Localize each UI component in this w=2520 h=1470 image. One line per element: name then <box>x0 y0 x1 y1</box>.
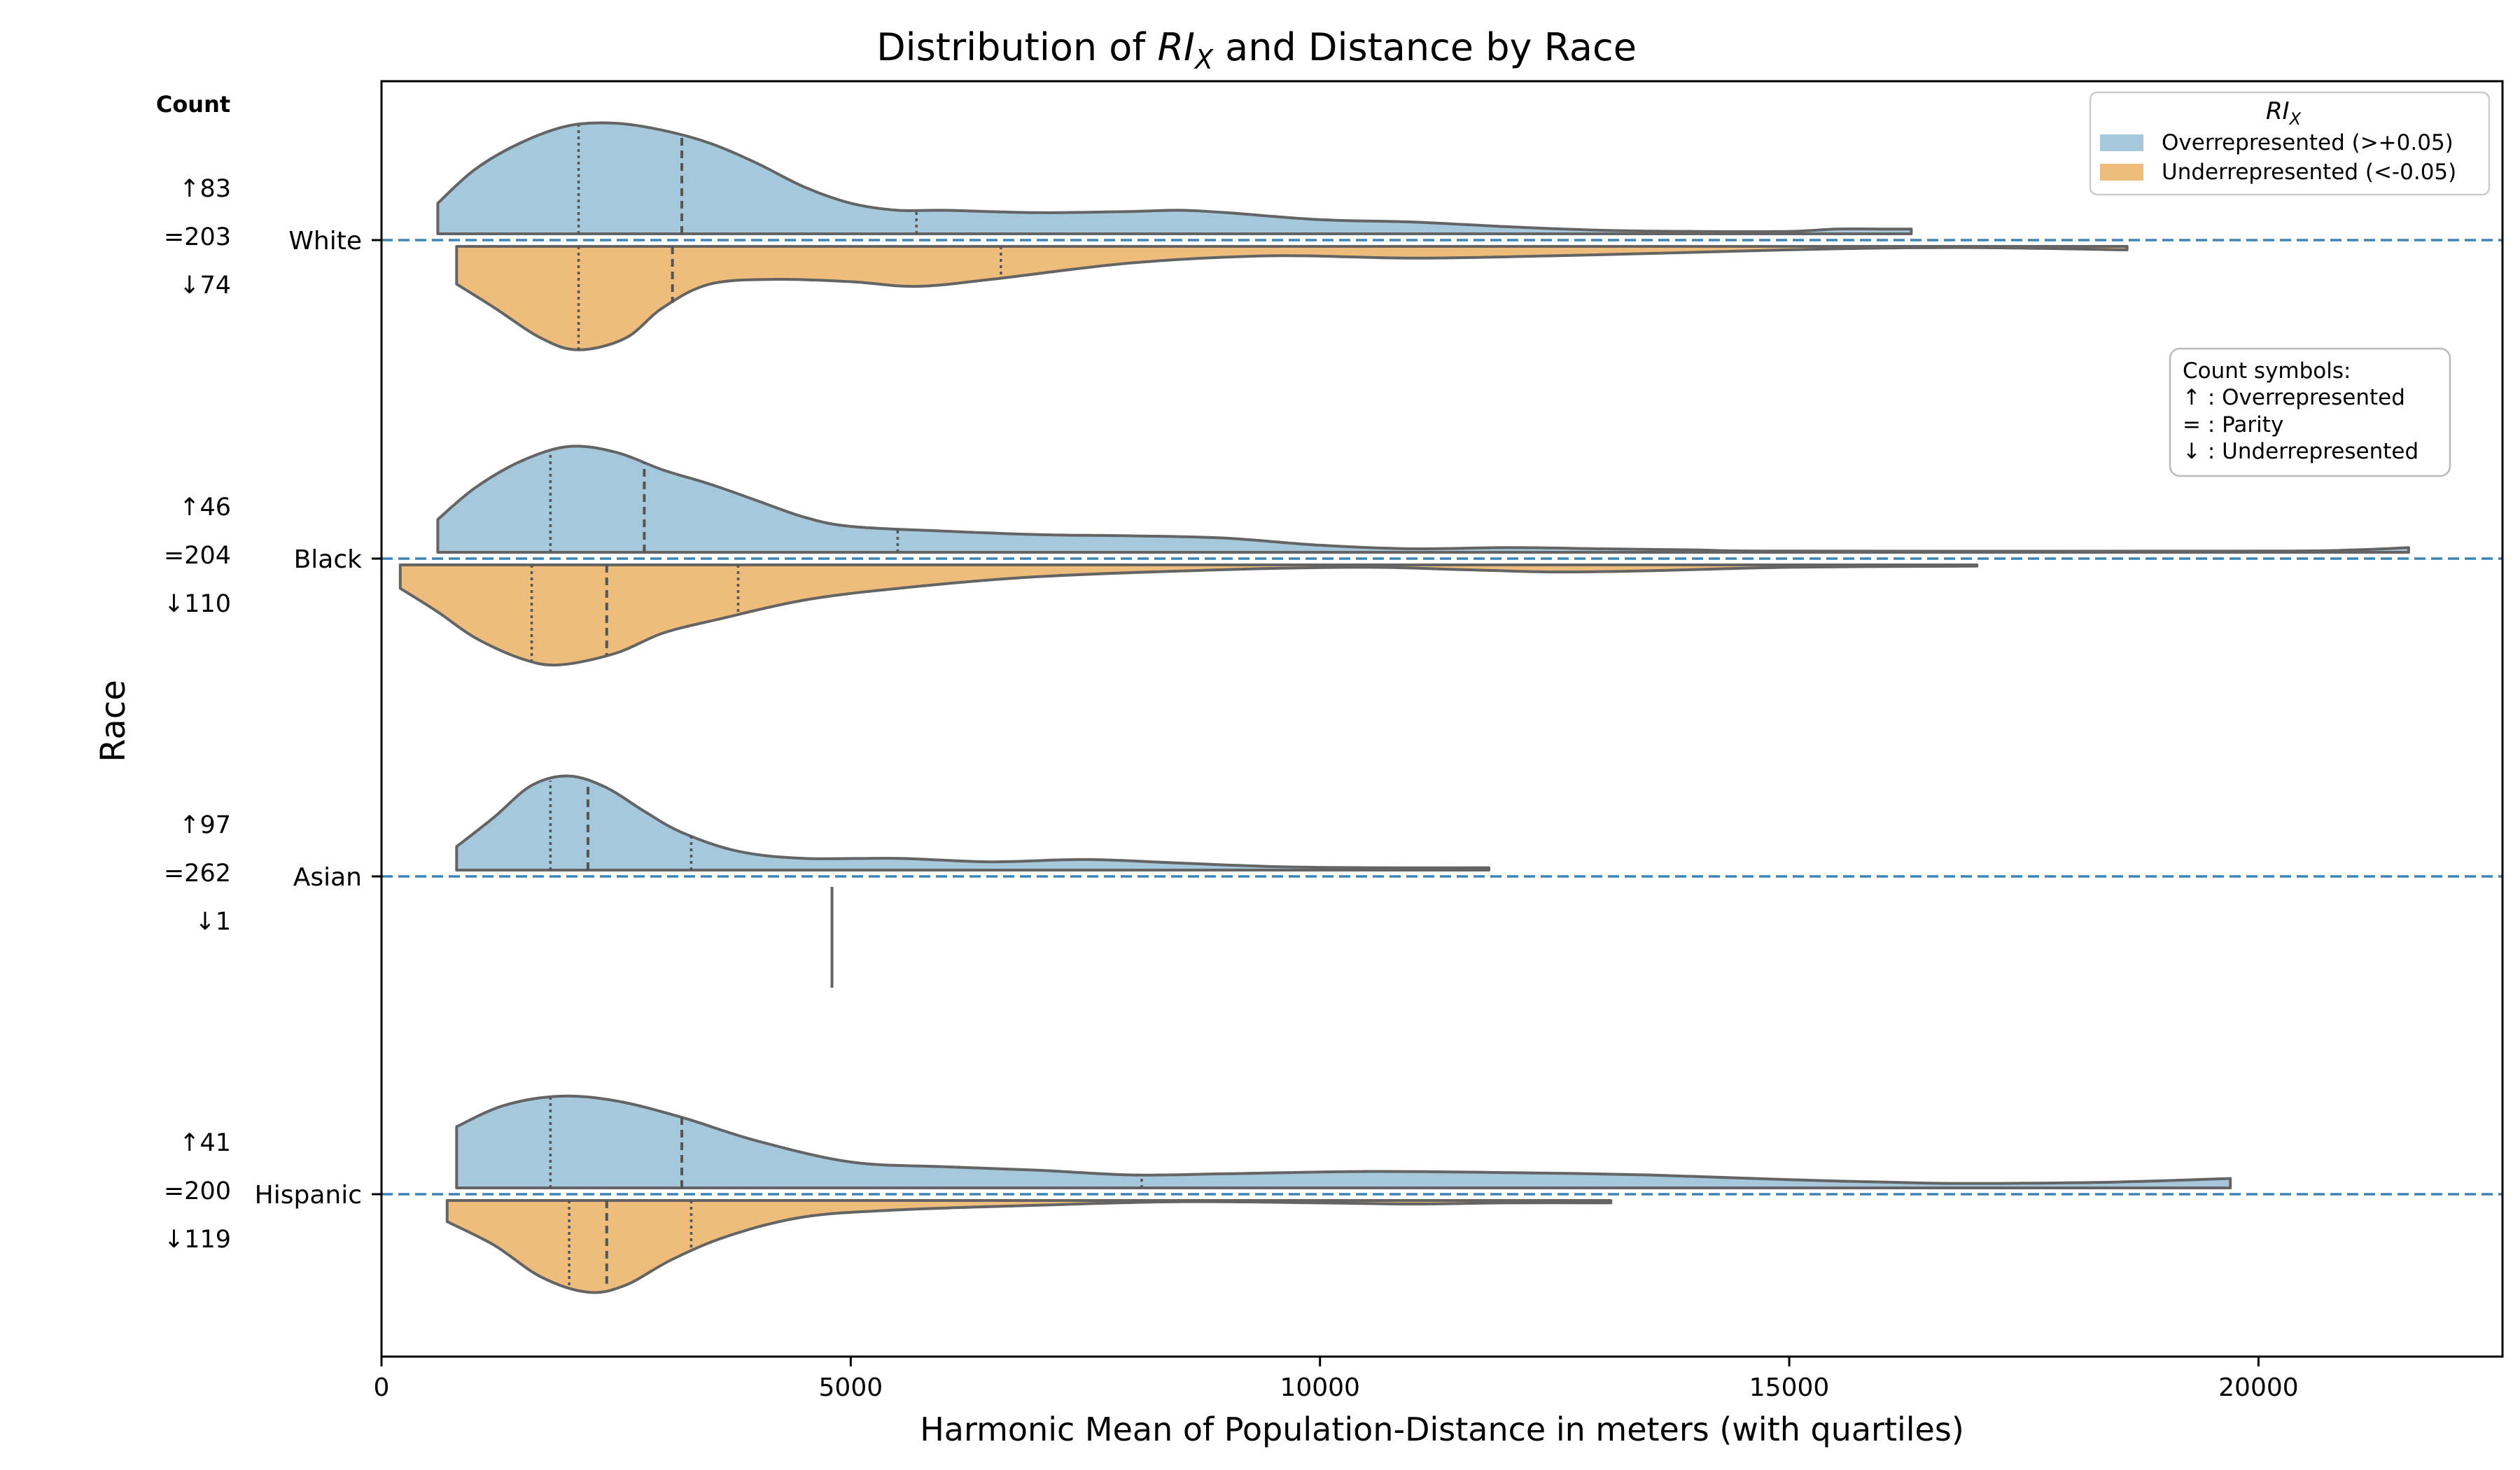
symbol-box-line: = : Parity <box>2183 412 2283 438</box>
x-tick-label: 15000 <box>1749 1373 1830 1402</box>
violin-over-black <box>436 444 2410 554</box>
symbol-box-frame <box>2169 347 2451 477</box>
symbol-box-line: Count symbols: <box>2183 358 2351 384</box>
x-tick-label: 10000 <box>1280 1373 1360 1402</box>
legend-box <box>2089 91 2491 196</box>
count-parity: =262 <box>164 860 231 888</box>
count-symbol-box: Count symbols: ↑ : Overrepresented = : P… <box>2169 347 2451 477</box>
count-under: ↓74 <box>179 272 231 300</box>
count-under: ↓1 <box>195 908 231 936</box>
legend-title: RIX <box>2266 97 2302 129</box>
count-over: ↑97 <box>179 811 231 839</box>
plot-frame <box>380 80 2504 1358</box>
legend-label-over: Overrepresented (>+0.05) <box>2162 130 2454 155</box>
x-tick-label: 20000 <box>2218 1373 2299 1402</box>
violin-under-black <box>398 564 1979 667</box>
count-annotations: ↑83 =203 ↓74 ↑46 =204 ↓110 ↑97 =262 ↓1 ↑41 =200 ↓11… <box>164 175 231 1254</box>
violin-under-white <box>455 245 2129 351</box>
symbol-box-line: ↑ : Overrepresented <box>2183 385 2405 410</box>
count-parity: =203 <box>164 223 231 251</box>
count-over: ↑83 <box>179 175 231 203</box>
x-tick-label: 5000 <box>819 1373 883 1402</box>
count-under: ↓110 <box>164 590 231 618</box>
y-tick-label: Hispanic <box>255 1181 362 1210</box>
chart-title: Distribution of RIX and Distance by Race <box>876 25 1637 75</box>
x-axis-label: Harmonic Mean of Population-Distance in … <box>920 1410 1964 1448</box>
symbol-box-line: ↓ : Underrepresented <box>2183 439 2418 464</box>
violin-over-white <box>436 121 1913 235</box>
violin-under-hispanic <box>445 1199 1613 1294</box>
count-under: ↓119 <box>164 1226 231 1254</box>
count-header: Count <box>156 91 230 118</box>
count-parity: =200 <box>164 1177 231 1205</box>
violin-over-hispanic <box>455 1094 2232 1189</box>
legend-swatch-over <box>2100 134 2143 151</box>
legend-swatch-under <box>2100 164 2143 181</box>
x-tick-label: 0 <box>374 1373 390 1402</box>
count-over: ↑41 <box>179 1129 231 1157</box>
x-axis: 0 5000 10000 15000 20000 <box>374 1357 2299 1402</box>
y-tick-label: White <box>288 227 362 255</box>
plot-area <box>382 121 2502 1294</box>
y-tick-label: Asian <box>293 863 362 892</box>
y-tick-label: Black <box>294 545 363 574</box>
legend-label-under: Underrepresented (<-0.05) <box>2162 160 2456 185</box>
count-over: ↑46 <box>179 493 231 522</box>
violin-over-asian <box>455 774 1490 872</box>
y-axis-label: Race <box>94 680 133 762</box>
y-axis: White Black Asian Hispanic <box>255 227 382 1210</box>
legend: RIX Overrepresented (>+0.05) Underrepres… <box>2089 91 2491 196</box>
count-parity: =204 <box>164 542 231 570</box>
